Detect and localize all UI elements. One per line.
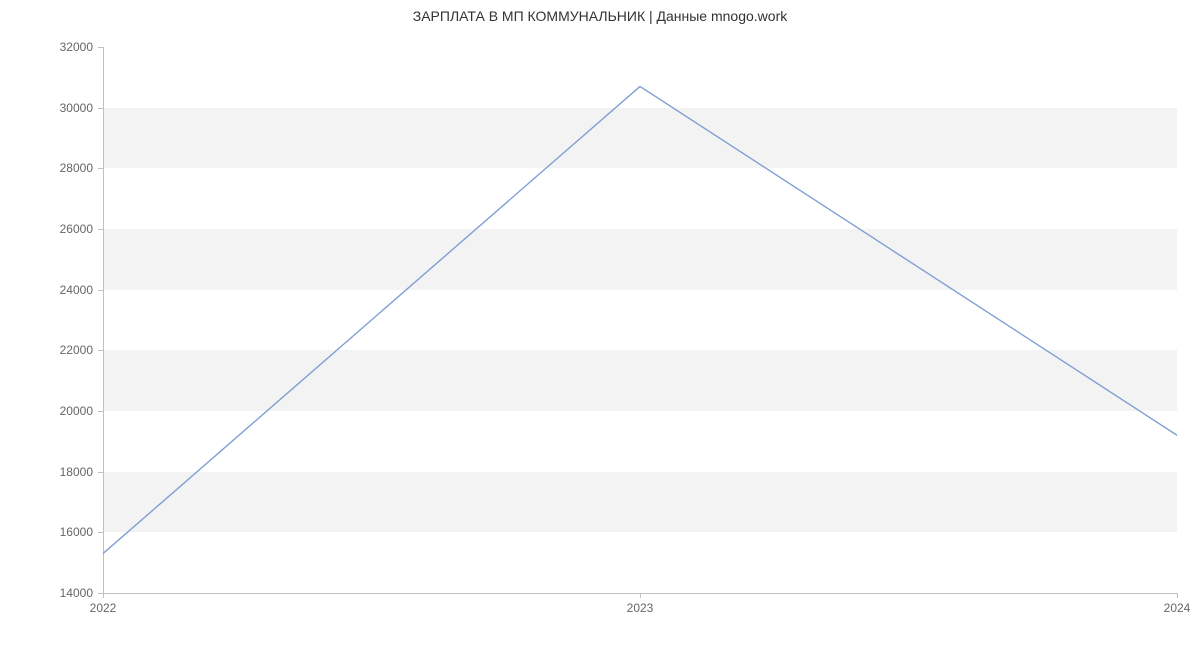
series-line-salary bbox=[103, 86, 1177, 553]
x-tick-label: 2024 bbox=[1164, 601, 1191, 615]
y-tick-label: 22000 bbox=[60, 343, 93, 357]
x-axis-line bbox=[103, 593, 1177, 594]
x-tick-mark bbox=[1177, 593, 1178, 598]
series-layer bbox=[103, 47, 1177, 593]
x-tick-label: 2023 bbox=[627, 601, 654, 615]
chart-title: ЗАРПЛАТА В МП КОММУНАЛЬНИК | Данные mnog… bbox=[0, 8, 1200, 24]
y-tick-label: 14000 bbox=[60, 586, 93, 600]
x-tick-label: 2022 bbox=[90, 601, 117, 615]
y-tick-label: 26000 bbox=[60, 222, 93, 236]
plot-area: 1400016000180002000022000240002600028000… bbox=[103, 47, 1177, 593]
y-tick-label: 30000 bbox=[60, 101, 93, 115]
y-tick-label: 16000 bbox=[60, 525, 93, 539]
salary-line-chart: ЗАРПЛАТА В МП КОММУНАЛЬНИК | Данные mnog… bbox=[0, 0, 1200, 650]
y-tick-label: 32000 bbox=[60, 40, 93, 54]
y-tick-label: 20000 bbox=[60, 404, 93, 418]
y-tick-label: 24000 bbox=[60, 283, 93, 297]
y-tick-label: 18000 bbox=[60, 465, 93, 479]
y-tick-label: 28000 bbox=[60, 161, 93, 175]
